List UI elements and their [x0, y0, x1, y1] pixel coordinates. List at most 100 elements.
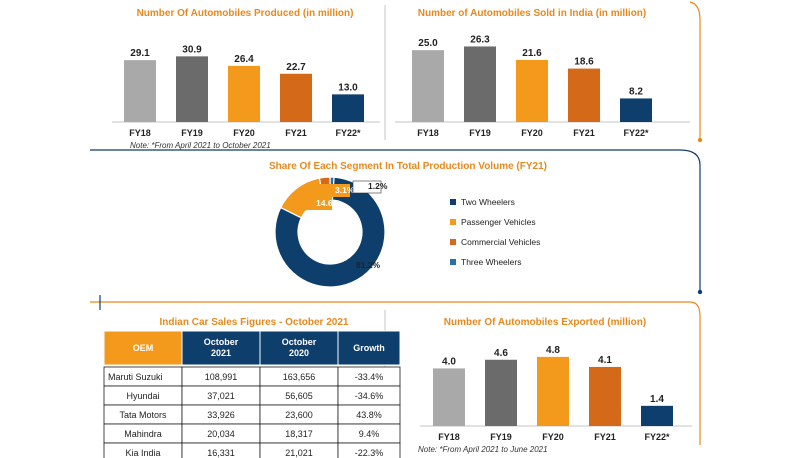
produced-category-label: FY19 [181, 128, 203, 138]
table-cell-value: 16,331 [207, 448, 235, 458]
donut-slice-label: 14.6% [316, 198, 341, 208]
sold-category-label: FY19 [469, 128, 491, 138]
legend-swatch [450, 239, 456, 245]
exported-chart-note: Note: *From April 2021 to June 2021 [418, 445, 548, 454]
sold-category-label: FY18 [417, 128, 439, 138]
sold-bar [412, 50, 444, 122]
produced-category-label: FY18 [129, 128, 151, 138]
produced-bar [176, 56, 208, 122]
connector-middle [90, 149, 701, 290]
table-cell-value: Maruti Suzuki [108, 372, 163, 382]
produced-bar [280, 73, 312, 122]
connector-top-right [689, 1, 701, 140]
donut-slice-label: 1.2% [368, 181, 388, 191]
sold-bar [516, 59, 548, 122]
produced-value-label: 22.7 [286, 62, 306, 73]
table-cell-value: 163,656 [283, 372, 316, 382]
table-header-label: October [282, 337, 317, 347]
exported-value-label: 1.4 [650, 394, 664, 405]
table-title: Indian Car Sales Figures - October 2021 [160, 317, 349, 328]
sold-chart-title: Number of Automobiles Sold in India (in … [418, 8, 647, 19]
exported-bar [589, 366, 621, 426]
table-header-cell [337, 330, 401, 366]
exported-bar [485, 359, 517, 426]
table-cell-value: Hyundai [126, 391, 159, 401]
donut-slice-label: 81.2% [356, 260, 381, 270]
table-cell-value: 20,034 [207, 429, 235, 439]
sold-bar [620, 98, 652, 122]
produced-value-label: 29.1 [130, 48, 150, 59]
car-sales-table: Indian Car Sales Figures - October 2021 … [103, 317, 401, 458]
exported-value-label: 4.1 [598, 355, 612, 366]
table-cell-value: 18,317 [285, 429, 313, 439]
donut-chart-title: Share Of Each Segment In Total Productio… [269, 161, 547, 172]
table-cell-value: 37,021 [207, 391, 235, 401]
produced-bar-chart: Number Of Automobiles Produced (in milli… [112, 8, 380, 150]
table-header-cell [259, 330, 339, 366]
legend-label: Two Wheelers [461, 197, 515, 207]
connector-dot-middle [697, 289, 703, 295]
table-cell [337, 442, 401, 458]
table-cell-value: 33,926 [207, 410, 235, 420]
legend-label: Commercial Vehicles [461, 237, 540, 247]
donut-label-box [352, 180, 382, 194]
legend-swatch [450, 219, 456, 225]
donut-slice [274, 176, 386, 288]
exported-category-label: FY20 [542, 432, 564, 442]
sold-value-label: 18.6 [574, 57, 594, 68]
produced-category-label: FY22* [335, 128, 361, 138]
table-cell-value: Tata Motors [119, 410, 167, 420]
produced-chart-note: Note: *From April 2021 to October 2021 [130, 141, 271, 150]
donut-label-box [320, 184, 350, 197]
table-cell-value: -34.6% [355, 391, 384, 401]
sold-category-label: FY20 [521, 128, 543, 138]
produced-value-label: 26.4 [234, 54, 254, 65]
exported-category-label: FY19 [490, 432, 512, 442]
produced-category-label: FY21 [285, 128, 307, 138]
produced-bar [228, 65, 260, 122]
sold-value-label: 25.0 [418, 38, 438, 49]
exported-value-label: 4.0 [442, 356, 456, 367]
sold-value-label: 8.2 [629, 86, 643, 97]
sold-bar [568, 68, 600, 122]
exported-bar [537, 356, 569, 426]
exported-value-label: 4.8 [546, 345, 560, 356]
table-cell-value: 108,991 [205, 372, 238, 382]
produced-category-label: FY20 [233, 128, 255, 138]
sold-bar-chart: Number of Automobiles Sold in India (in … [395, 8, 690, 138]
sold-category-label: FY21 [573, 128, 595, 138]
sold-value-label: 26.3 [470, 34, 490, 45]
table-cell-value: 21,021 [285, 448, 313, 458]
table-cell-value: 9.4% [359, 429, 380, 439]
connector-dot-top [697, 137, 703, 143]
table-cell-value: 23,600 [285, 410, 313, 420]
exported-chart-title: Number Of Automobiles Exported (million) [444, 317, 646, 328]
donut-label-box [298, 197, 332, 210]
exported-value-label: 4.6 [494, 348, 508, 359]
donut-slice-label: 3.1% [335, 185, 355, 195]
produced-bar [332, 94, 364, 122]
exported-category-label: FY21 [594, 432, 616, 442]
sold-category-label: FY22* [623, 128, 649, 138]
table-header-label: Growth [353, 343, 385, 353]
legend-label: Three Wheelers [461, 257, 521, 267]
sold-bar [464, 46, 496, 122]
table-cell-value: -33.4% [355, 372, 384, 382]
table-header-cell [103, 330, 183, 366]
table-header-label: 2021 [211, 348, 231, 358]
exported-category-label: FY22* [644, 432, 670, 442]
exported-bar-chart: Number Of Automobiles Exported (million)… [418, 317, 692, 454]
exported-bar [433, 368, 465, 426]
connector-bottom [90, 301, 701, 445]
table-header-label: October [204, 337, 239, 347]
legend-label: Passenger Vehicles [461, 217, 536, 227]
table-header-label: OEM [133, 343, 154, 353]
table-header-cell [181, 330, 261, 366]
exported-category-label: FY18 [438, 432, 460, 442]
sold-value-label: 21.6 [522, 48, 542, 59]
table-cell-value: 43.8% [356, 410, 382, 420]
table-header-label: 2020 [289, 348, 309, 358]
exported-bar [641, 405, 673, 426]
table-cell-value: Kia India [125, 448, 160, 458]
